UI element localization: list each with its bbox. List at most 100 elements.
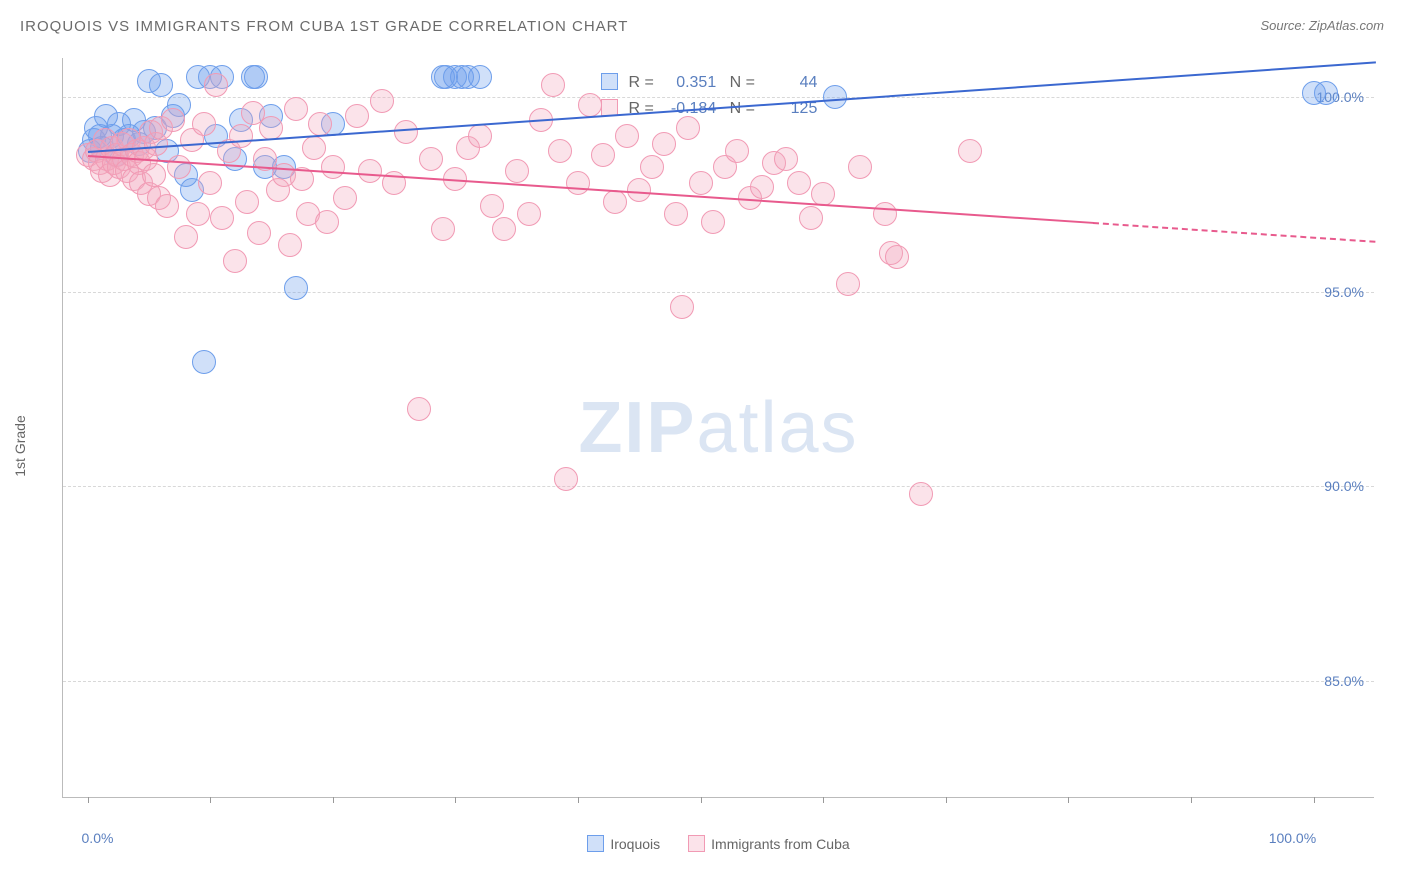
marker-iroquois (468, 65, 492, 89)
y-axis-title: 1st Grade (12, 415, 28, 476)
marker-cuba (93, 128, 117, 152)
marker-cuba (541, 73, 565, 97)
marker-cuba (110, 132, 134, 156)
grid-line (63, 292, 1374, 293)
marker-iroquois (127, 132, 151, 156)
x-tick-mark (946, 797, 947, 803)
marker-cuba (105, 143, 129, 167)
marker-cuba (174, 225, 198, 249)
marker-iroquois (88, 124, 112, 148)
x-tick-mark (701, 797, 702, 803)
marker-cuba (115, 159, 139, 183)
marker-cuba (333, 186, 357, 210)
marker-cuba (155, 194, 179, 218)
marker-cuba (652, 132, 676, 156)
marker-cuba (591, 143, 615, 167)
marker-cuba (664, 202, 688, 226)
marker-iroquois (229, 108, 253, 132)
grid-line (63, 97, 1374, 98)
marker-cuba (147, 186, 171, 210)
swatch-icon (587, 835, 604, 852)
scatter-plot: ZIPatlas R = 0.351 N = 44 R = -0.184 N =… (62, 58, 1374, 798)
marker-cuba (122, 167, 146, 191)
trend-line (87, 155, 1093, 224)
marker-cuba (259, 116, 283, 140)
trend-line (1093, 222, 1375, 243)
marker-cuba (186, 202, 210, 226)
marker-cuba (139, 120, 163, 144)
marker-iroquois (84, 116, 108, 140)
marker-iroquois (223, 147, 247, 171)
marker-cuba (548, 139, 572, 163)
marker-cuba (505, 159, 529, 183)
marker-iroquois (186, 65, 210, 89)
swatch-icon (601, 73, 618, 90)
marker-cuba (167, 155, 191, 179)
marker-iroquois (210, 65, 234, 89)
marker-cuba (210, 206, 234, 230)
x-tick-mark (1191, 797, 1192, 803)
marker-cuba (102, 151, 126, 175)
marker-cuba (701, 210, 725, 234)
marker-cuba (670, 295, 694, 319)
grid-line (63, 486, 1374, 487)
marker-cuba (315, 210, 339, 234)
marker-cuba (799, 206, 823, 230)
marker-cuba (774, 147, 798, 171)
x-tick-mark (823, 797, 824, 803)
marker-cuba (272, 163, 296, 187)
marker-iroquois (149, 73, 173, 97)
marker-iroquois (284, 276, 308, 300)
marker-iroquois (434, 65, 458, 89)
marker-cuba (127, 151, 151, 175)
marker-cuba (750, 175, 774, 199)
grid-line (63, 681, 1374, 682)
marker-cuba (640, 155, 664, 179)
marker-cuba (358, 159, 382, 183)
marker-cuba (223, 249, 247, 273)
y-tick-label: 95.0% (1324, 284, 1364, 300)
marker-iroquois (132, 120, 156, 144)
marker-iroquois (241, 65, 265, 89)
x-tick-mark (210, 797, 211, 803)
legend-item: Immigrants from Cuba (688, 836, 849, 852)
x-tick-mark (578, 797, 579, 803)
marker-iroquois (143, 116, 167, 140)
marker-cuba (266, 178, 290, 202)
marker-cuba (873, 202, 897, 226)
marker-iroquois (180, 178, 204, 202)
marker-cuba (480, 194, 504, 218)
marker-iroquois (174, 163, 198, 187)
marker-cuba (321, 155, 345, 179)
marker-cuba (235, 190, 259, 214)
marker-cuba (517, 202, 541, 226)
marker-cuba (725, 139, 749, 163)
marker-cuba (370, 89, 394, 113)
marker-cuba (762, 151, 786, 175)
marker-cuba (137, 182, 161, 206)
marker-cuba (149, 116, 173, 140)
marker-iroquois (443, 65, 467, 89)
marker-iroquois (198, 65, 222, 89)
marker-iroquois (161, 104, 185, 128)
marker-cuba (689, 171, 713, 195)
marker-iroquois (431, 65, 455, 89)
x-tick-mark (333, 797, 334, 803)
marker-cuba (713, 155, 737, 179)
legend-item: Iroquois (587, 836, 660, 852)
x-tick-label-left: 0.0% (82, 830, 114, 846)
marker-iroquois (244, 65, 268, 89)
source-label: Source: ZipAtlas.com (1260, 18, 1384, 33)
marker-iroquois (456, 65, 480, 89)
marker-cuba (90, 159, 114, 183)
marker-iroquois (82, 128, 106, 152)
marker-cuba (456, 136, 480, 160)
marker-cuba (308, 112, 332, 136)
y-tick-label: 90.0% (1324, 478, 1364, 494)
chart-title: IROQUOIS VS IMMIGRANTS FROM CUBA 1ST GRA… (20, 18, 628, 35)
y-tick-label: 85.0% (1324, 673, 1364, 689)
marker-iroquois (117, 124, 141, 148)
marker-cuba (848, 155, 872, 179)
marker-cuba (229, 124, 253, 148)
marker-cuba (198, 171, 222, 195)
